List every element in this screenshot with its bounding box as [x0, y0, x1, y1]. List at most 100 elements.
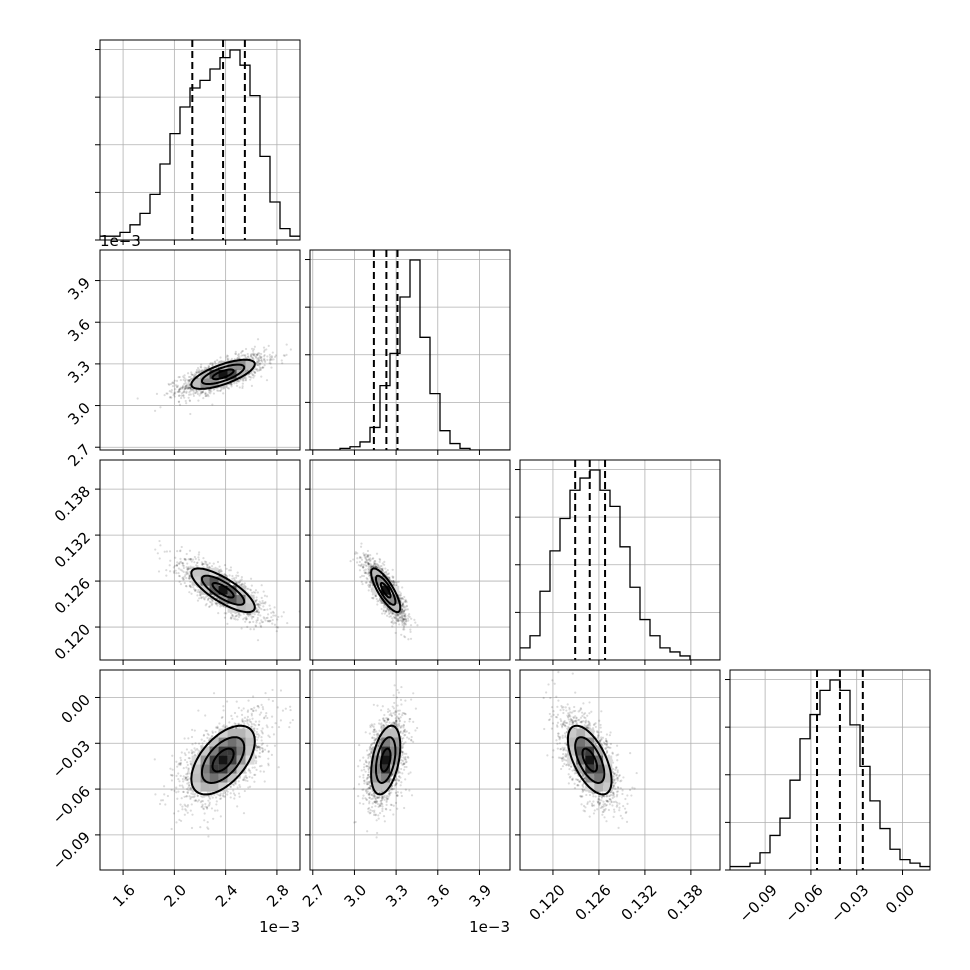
scatter-point — [375, 563, 378, 566]
scatter-point — [188, 391, 191, 394]
scatter-point — [386, 609, 389, 612]
scatter-point — [402, 626, 406, 629]
scatter-point — [197, 553, 200, 556]
scatter-point — [394, 616, 397, 619]
scatter-point — [187, 386, 190, 389]
scatter-point — [250, 376, 253, 379]
scatter-point — [250, 591, 254, 594]
scatter-point — [358, 560, 361, 563]
scatter-point — [241, 379, 244, 382]
scatter-point — [220, 387, 223, 390]
scatter-point — [383, 563, 386, 566]
scatter-point — [168, 396, 172, 399]
scatter-point — [362, 552, 365, 555]
scatter-point — [189, 388, 193, 391]
scatter-point — [266, 613, 270, 616]
scatter-point — [240, 354, 243, 357]
scatter-point — [276, 618, 279, 621]
scatter-point — [403, 636, 407, 639]
scatter-point — [280, 615, 283, 618]
scatter-point — [189, 580, 192, 584]
grid-lines — [310, 460, 510, 660]
scatter-point — [189, 558, 192, 561]
scatter-point — [136, 397, 139, 400]
scatter-point — [234, 580, 237, 583]
scatter-point — [398, 623, 401, 626]
scatter-point — [402, 618, 405, 621]
scatter-point — [165, 550, 169, 553]
scatter-point — [394, 613, 397, 616]
contour-level-1 — [200, 363, 246, 385]
scatter-point — [401, 597, 404, 600]
scatter-point — [373, 563, 376, 566]
scatter-point — [181, 569, 184, 572]
scatter-point — [176, 390, 179, 394]
scatter-point — [248, 613, 251, 616]
scatter-point — [211, 403, 214, 406]
scatter-point — [203, 560, 207, 563]
scatter-point — [367, 561, 370, 564]
scatter-point — [251, 374, 254, 377]
scatter-point — [217, 612, 220, 615]
scatter-point — [368, 568, 371, 571]
scatter-point — [208, 365, 211, 368]
scatter-point — [173, 395, 176, 398]
scatter-point — [257, 360, 261, 363]
scatter-point — [187, 396, 190, 399]
scatter-point — [241, 382, 244, 385]
scatter-point — [231, 615, 234, 618]
scatter-point — [168, 383, 171, 386]
scatter-point — [364, 564, 367, 567]
scatter-point — [168, 550, 172, 553]
scatter-point — [184, 378, 187, 381]
scatter-point — [403, 635, 406, 638]
scatter-point — [217, 389, 220, 392]
scatter-point — [188, 577, 191, 580]
scatter-point — [182, 570, 185, 574]
scatter-point — [188, 577, 191, 580]
scatter-point — [187, 379, 190, 383]
density-cell — [200, 585, 210, 595]
scatter-point — [269, 619, 272, 623]
scatter-point — [272, 614, 275, 617]
scatter-point — [396, 613, 400, 616]
scatter-point — [263, 350, 266, 353]
scatter-point — [402, 609, 406, 612]
scatter-point — [376, 563, 379, 566]
scatter-point — [230, 617, 233, 620]
scatter-point — [153, 409, 157, 412]
scatter-point — [172, 570, 175, 573]
scatter-point — [163, 394, 166, 397]
scatter-point — [404, 600, 407, 603]
scatter-point — [169, 559, 172, 562]
scatter-point — [362, 566, 365, 569]
scatter-point — [360, 542, 363, 545]
scatter-point — [252, 349, 255, 352]
scatter-point — [188, 549, 192, 552]
scatter-point — [182, 578, 185, 581]
scatter-point — [210, 601, 213, 604]
scatter-point — [239, 614, 242, 617]
scatter-point — [380, 568, 384, 571]
density-cell — [191, 378, 201, 388]
scatter-point — [260, 357, 263, 360]
scatter-point — [159, 544, 162, 547]
scatter-point — [355, 561, 359, 564]
scatter-point — [244, 379, 248, 382]
scatter-point — [391, 612, 394, 615]
scatter-point — [183, 374, 186, 377]
scatter-point — [410, 617, 413, 620]
scatter-point — [193, 374, 196, 377]
scatter-point — [265, 348, 268, 351]
scatter-point — [372, 565, 375, 568]
scatter-point — [204, 391, 207, 394]
scatter-point — [182, 394, 185, 397]
scatter-point — [177, 394, 181, 398]
scatter-point — [408, 612, 411, 616]
scatter-point — [235, 382, 238, 385]
scatter-point — [374, 565, 377, 568]
scatter-point — [192, 394, 196, 397]
grid-lines — [310, 250, 510, 450]
scatter-point — [401, 615, 404, 618]
